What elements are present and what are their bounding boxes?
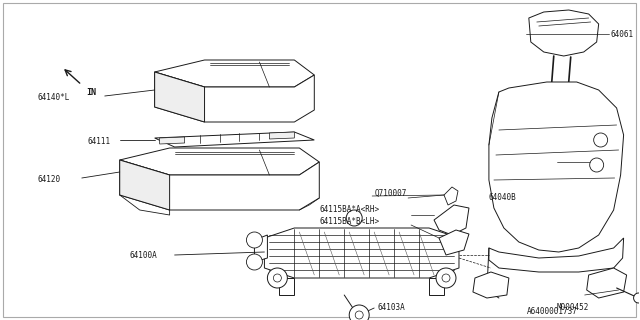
Polygon shape (444, 187, 458, 205)
Circle shape (273, 274, 282, 282)
Text: 64140*L: 64140*L (38, 92, 70, 101)
Polygon shape (529, 10, 598, 56)
Text: M000452: M000452 (557, 303, 589, 313)
Polygon shape (155, 132, 314, 147)
Circle shape (268, 268, 287, 288)
Circle shape (442, 274, 450, 282)
Circle shape (246, 254, 262, 270)
Text: 64100A: 64100A (130, 251, 157, 260)
Circle shape (634, 293, 640, 303)
Circle shape (349, 305, 369, 320)
Polygon shape (439, 230, 469, 255)
Text: 64061: 64061 (611, 29, 634, 38)
Polygon shape (155, 60, 314, 87)
Text: 64115BA*A<RH>: 64115BA*A<RH> (319, 205, 380, 214)
Polygon shape (264, 228, 459, 278)
Text: 64115BA*B<LH>: 64115BA*B<LH> (319, 217, 380, 226)
Text: Q710007: Q710007 (374, 189, 406, 198)
Text: IN: IN (86, 88, 96, 97)
Circle shape (436, 268, 456, 288)
Polygon shape (255, 235, 268, 262)
Polygon shape (269, 132, 294, 139)
Polygon shape (489, 82, 623, 252)
Circle shape (589, 158, 604, 172)
Circle shape (346, 210, 362, 226)
Text: 64120: 64120 (38, 174, 61, 183)
Polygon shape (547, 82, 577, 92)
Circle shape (355, 311, 363, 319)
Text: 64040B: 64040B (489, 193, 516, 202)
Polygon shape (120, 160, 170, 210)
Polygon shape (159, 137, 184, 144)
Circle shape (594, 133, 607, 147)
Polygon shape (489, 238, 623, 272)
Polygon shape (473, 272, 509, 298)
Text: 64111: 64111 (88, 137, 111, 146)
Text: 64103A: 64103A (377, 303, 405, 313)
Polygon shape (280, 278, 294, 295)
Text: A6400001737: A6400001737 (527, 308, 578, 316)
Polygon shape (120, 148, 319, 175)
Polygon shape (434, 205, 469, 235)
Polygon shape (120, 160, 319, 210)
Polygon shape (587, 268, 627, 298)
Polygon shape (155, 72, 314, 122)
Polygon shape (429, 278, 444, 295)
Circle shape (246, 232, 262, 248)
Polygon shape (155, 72, 205, 122)
